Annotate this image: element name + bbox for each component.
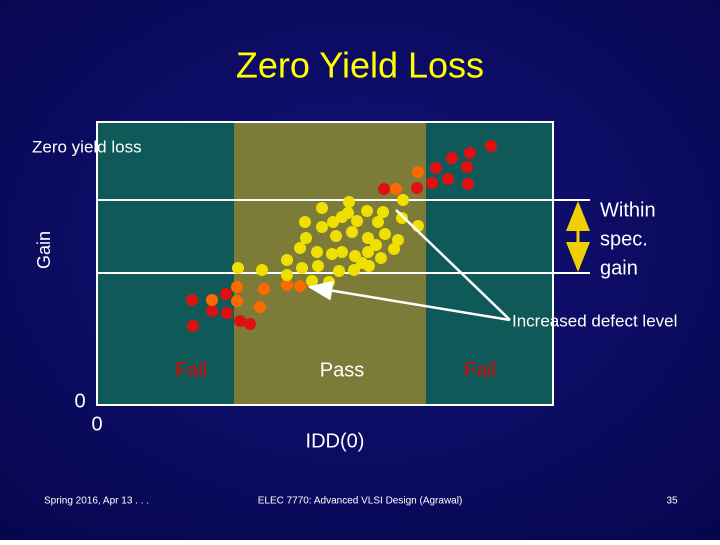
dot	[231, 295, 243, 307]
dot	[281, 269, 293, 281]
dot	[442, 173, 454, 185]
dot	[372, 216, 384, 228]
dot	[392, 234, 404, 246]
dot	[294, 280, 306, 292]
y-axis-label: Gain	[34, 231, 54, 269]
dot	[412, 166, 424, 178]
dots	[186, 140, 497, 332]
dot	[311, 246, 323, 258]
dot	[234, 315, 246, 327]
dot	[430, 162, 442, 174]
dot	[379, 228, 391, 240]
dot	[356, 257, 368, 269]
footer-right: 35	[666, 496, 678, 507]
dot	[254, 301, 266, 313]
dot	[362, 232, 374, 244]
dot	[231, 281, 243, 293]
dot	[323, 276, 335, 288]
pointer-arrow	[307, 280, 511, 322]
dot	[281, 254, 293, 266]
dot	[370, 239, 382, 251]
corner-label: Zero yield loss	[32, 137, 142, 156]
dot	[378, 183, 390, 195]
dot	[462, 178, 474, 190]
dot	[411, 182, 423, 194]
dot	[299, 216, 311, 228]
footer-left: Spring 2016, Apr 13 . . .	[44, 496, 149, 507]
footer-center: ELEC 7770: Advanced VLSI Design (Agrawal…	[258, 496, 463, 507]
region-label: Fail	[464, 359, 496, 381]
dot	[220, 288, 232, 300]
dot	[388, 243, 400, 255]
dot	[351, 215, 363, 227]
dot	[397, 194, 409, 206]
region-label: Pass	[320, 359, 364, 381]
dot	[343, 196, 355, 208]
dot	[336, 246, 348, 258]
dot	[186, 294, 198, 306]
dot	[390, 183, 402, 195]
pass-region	[234, 122, 426, 405]
dot	[300, 232, 312, 244]
defect-label: Increased defect level	[512, 311, 677, 330]
dot	[244, 318, 256, 330]
x-axis-label: IDD(0)	[306, 430, 365, 452]
spec-label: gain	[600, 257, 638, 279]
dot	[346, 226, 358, 238]
dot	[461, 161, 473, 173]
dot	[375, 252, 387, 264]
dot	[312, 260, 324, 272]
dot	[281, 279, 293, 291]
pointer-line	[395, 209, 511, 321]
dot	[361, 205, 373, 217]
dot	[206, 294, 218, 306]
dot	[316, 221, 328, 233]
title: Zero Yield Loss	[236, 45, 484, 86]
dot	[333, 265, 345, 277]
dot	[377, 206, 389, 218]
plot-frame	[96, 121, 554, 406]
dot	[426, 177, 438, 189]
origin-label: 0	[74, 390, 85, 412]
dot	[362, 246, 374, 258]
spec-label: Within	[600, 199, 656, 221]
fail-region	[426, 122, 553, 405]
dot	[256, 264, 268, 276]
region-label: Fail	[175, 359, 207, 381]
dot	[316, 202, 328, 214]
dot	[221, 307, 233, 319]
dot	[327, 216, 339, 228]
dot	[187, 320, 199, 332]
dot	[485, 140, 497, 152]
fail-region	[97, 122, 234, 405]
dot	[396, 212, 408, 224]
dot	[348, 264, 360, 276]
dot	[294, 242, 306, 254]
dot	[232, 262, 244, 274]
dot	[326, 248, 338, 260]
dot	[206, 305, 218, 317]
spec-label: spec.	[600, 228, 648, 250]
dot	[296, 262, 308, 274]
origin-label: 0	[91, 413, 102, 435]
dot	[446, 152, 458, 164]
dot	[258, 283, 270, 295]
dot	[342, 207, 354, 219]
dot	[464, 147, 476, 159]
dot	[330, 230, 342, 242]
dot	[306, 275, 318, 287]
